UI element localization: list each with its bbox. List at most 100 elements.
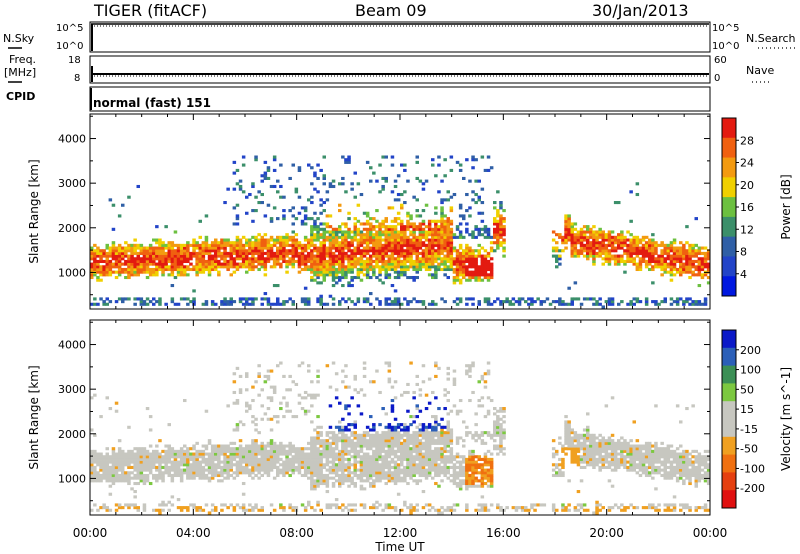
echo-cell (403, 441, 407, 445)
echo-cell (303, 506, 308, 510)
echo-cell (455, 251, 460, 255)
echo-cell (579, 235, 584, 239)
echo-cell (210, 262, 215, 266)
echo-cell (214, 241, 218, 245)
echo-cell (384, 431, 388, 435)
echo-cell (263, 262, 268, 266)
echo-cell (217, 262, 221, 266)
echo-cell (142, 265, 147, 269)
echo-cell (393, 259, 398, 263)
echo-cell (322, 174, 326, 178)
echo-cell (229, 441, 233, 445)
echo-cell (229, 503, 233, 507)
echo-cell (310, 230, 314, 234)
echo-cell (390, 404, 395, 408)
echo-cell (381, 444, 385, 448)
echo-cell (545, 297, 550, 301)
echo-cell (375, 439, 379, 443)
echo-cell (412, 278, 416, 282)
echo-cell (375, 452, 379, 456)
echo-cell (207, 479, 212, 483)
echo-cell (437, 230, 441, 234)
echo-cell (427, 219, 432, 223)
echo-cell (183, 468, 187, 472)
echo-cell (393, 184, 398, 189)
echo-cell (155, 300, 159, 304)
echo-cell (204, 249, 209, 253)
echo-cell (127, 254, 131, 258)
echo-cell (108, 457, 113, 461)
echo-cell (279, 235, 283, 239)
echo-cell (496, 238, 500, 242)
echo-cell (279, 195, 283, 199)
echo-cell (139, 447, 144, 451)
echo-cell (421, 490, 426, 494)
echo-cell (427, 463, 432, 467)
echo-cell (319, 257, 323, 261)
echo-cell (375, 449, 379, 453)
echo-cell (282, 460, 286, 464)
echo-cell (443, 441, 447, 445)
echo-cell (669, 249, 674, 253)
echo-cell (331, 284, 336, 288)
echo-cell (359, 484, 364, 488)
echo-cell (393, 198, 398, 202)
echo-cell (449, 254, 454, 258)
echo-cell (148, 444, 153, 448)
echo-cell (437, 249, 441, 253)
echo-cell (223, 452, 227, 456)
echo-cell (672, 273, 677, 277)
echo-cell (282, 444, 286, 448)
echo-cell (288, 249, 292, 253)
echo-cell (210, 259, 215, 263)
echo-cell (328, 230, 333, 234)
echo-cell (99, 452, 103, 456)
echo-cell (356, 227, 361, 231)
echo-cell (179, 506, 184, 510)
echo-cell (434, 465, 438, 469)
echo-cell (654, 302, 658, 306)
echo-cell (288, 468, 292, 472)
echo-cell (210, 455, 215, 459)
echo-cell (297, 262, 302, 266)
echo-cell (155, 262, 159, 266)
echo-cell (350, 235, 354, 239)
echo-cell (155, 465, 159, 469)
echo-cell (573, 254, 578, 258)
echo-cell (344, 425, 348, 429)
echo-cell (108, 492, 113, 496)
echo-cell (152, 270, 156, 274)
echo-cell (272, 238, 277, 242)
echo-cell (303, 257, 308, 261)
echo-cell (359, 259, 364, 263)
echo-cell (365, 249, 370, 253)
echo-cell (341, 222, 345, 226)
echo-cell (372, 265, 376, 269)
echo-cell (375, 506, 379, 510)
echo-cell (260, 404, 264, 408)
echo-cell (421, 249, 426, 253)
echo-cell (316, 476, 320, 480)
echo-cell (356, 246, 361, 250)
echo-cell (307, 251, 311, 255)
freq-tick-top: 18 (68, 55, 81, 66)
echo-cell (269, 468, 274, 472)
echo-cell (114, 265, 119, 269)
echo-cell (393, 481, 398, 486)
echo-cell (331, 460, 336, 464)
echo-cell (183, 249, 187, 253)
echo-cell (663, 259, 667, 263)
echo-cell (406, 267, 410, 272)
echo-cell (406, 433, 410, 437)
echo-cell (365, 259, 370, 263)
echo-cell (152, 251, 156, 255)
echo-cell (328, 449, 333, 453)
echo-cell (291, 455, 295, 459)
echo-cell (235, 168, 240, 172)
echo-cell (183, 254, 187, 258)
echo-cell (443, 233, 447, 237)
echo-cell (272, 415, 277, 419)
echo-cell (424, 433, 429, 437)
echo-cell (167, 457, 171, 461)
echo-cell (446, 251, 450, 255)
